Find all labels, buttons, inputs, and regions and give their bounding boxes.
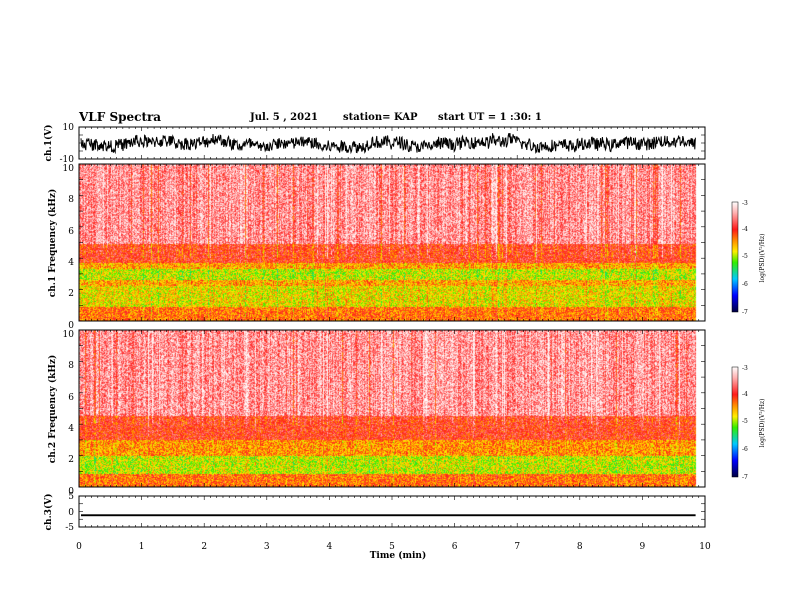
ch2-colorbar-tick: -3 [742,365,748,372]
station-label: station= KAP [343,112,418,123]
ch1-colorbar: -3 -4 -5 -6 -7 log(PSD)(V²/Hz) [731,200,766,316]
ch2-spectrogram-image [79,330,705,487]
ch1-colorbar-tick: -7 [742,309,748,316]
ch1-colorbar-tick: -4 [742,226,748,233]
ch3-waveform-panel: 5 0 -5 ch.3(V) 0 1 2 3 4 5 6 7 8 9 10 Time (min) [43,492,711,561]
ch3-waveform-band [81,514,696,517]
x-tick-label: 10 [699,542,711,552]
ch2-colorbar-tick: -6 [742,446,748,453]
ch1-freq-tick: 6 [68,227,74,237]
x-tick-label: 1 [139,542,145,552]
ch2-freq-tick: 8 [68,361,74,371]
ch2-freq-tick: 6 [68,393,74,403]
ch2-colorbar-scale [731,366,739,478]
x-tick-label: 3 [264,542,270,552]
x-tick-label: 6 [452,542,458,552]
ch1-freq-tick: 2 [68,289,74,299]
ch1-freq-tick: 4 [68,258,74,268]
x-tick-label: 2 [201,542,207,552]
ch2-freq-tick: 0 [68,487,74,497]
ch3-ytick: -5 [65,523,74,533]
ch3-ytick: 0 [68,508,74,518]
x-tick-label: 5 [389,542,395,552]
ch3-ytick: 5 [68,492,74,502]
ch1-waveform-panel: 10 -10 ch.1(V) [43,123,706,165]
ch2-freq-tick: 4 [68,424,74,434]
ch1-colorbar-scale [731,201,739,313]
ch2-colorbar-tick: -5 [742,418,748,425]
figure-title: VLF Spectra [79,110,162,124]
ch3-waveform-frame [78,495,706,528]
x-tick-label: 4 [327,542,333,552]
ch2-spectrogram-panel: 10 8 6 4 2 0 ch.2 Frequency (kHz) [47,329,706,497]
ch3-waveform-ylabel: ch.3(V) [43,494,54,531]
ch2-freq-tick: 2 [68,455,74,465]
x-axis-label: Time (min) [370,550,427,561]
ch1-ytick-top: 10 [63,123,75,133]
ch1-spectrogram-ylabel: ch.1 Frequency (kHz) [47,189,58,298]
ch2-freq-tick: 10 [63,330,75,340]
ch1-colorbar-tick: -6 [742,281,748,288]
ch2-colorbar-tick: -7 [742,474,748,481]
ch1-colorbar-label: log(PSD)(V²/Hz) [759,234,766,283]
ch2-colorbar-tick: -4 [742,391,748,398]
x-tick-label: 8 [577,542,583,552]
start-time-label: start UT = 1 :30: 1 [438,112,542,123]
ch1-waveform-line [80,133,696,155]
ch2-colorbar: -3 -4 -5 -6 -7 log(PSD)(V²/Hz) [731,365,766,481]
ch1-freq-tick: 8 [68,195,74,205]
ch1-ytick-bottom: -10 [60,155,75,165]
ch1-waveform-frame [78,126,706,160]
ch1-spectrogram-image [79,164,705,321]
ch2-spectrogram-ylabel: ch.2 Frequency (kHz) [47,355,58,464]
ch1-colorbar-tick: -3 [742,200,748,207]
ch1-freq-tick: 0 [68,321,74,331]
ch1-waveform-ylabel: ch.1(V) [43,125,54,162]
x-tick-label: 9 [640,542,646,552]
ch1-freq-tick: 10 [63,164,75,174]
ch1-colorbar-tick: -5 [742,253,748,260]
x-tick-label: 0 [76,542,82,552]
ch2-colorbar-label: log(PSD)(V²/Hz) [759,399,766,448]
ch1-spectrogram-panel: 10 8 6 4 2 0 ch.1 Frequency (kHz) [47,163,706,331]
x-tick-label: 7 [514,542,520,552]
date-label: Jul. 5 , 2021 [250,112,318,123]
